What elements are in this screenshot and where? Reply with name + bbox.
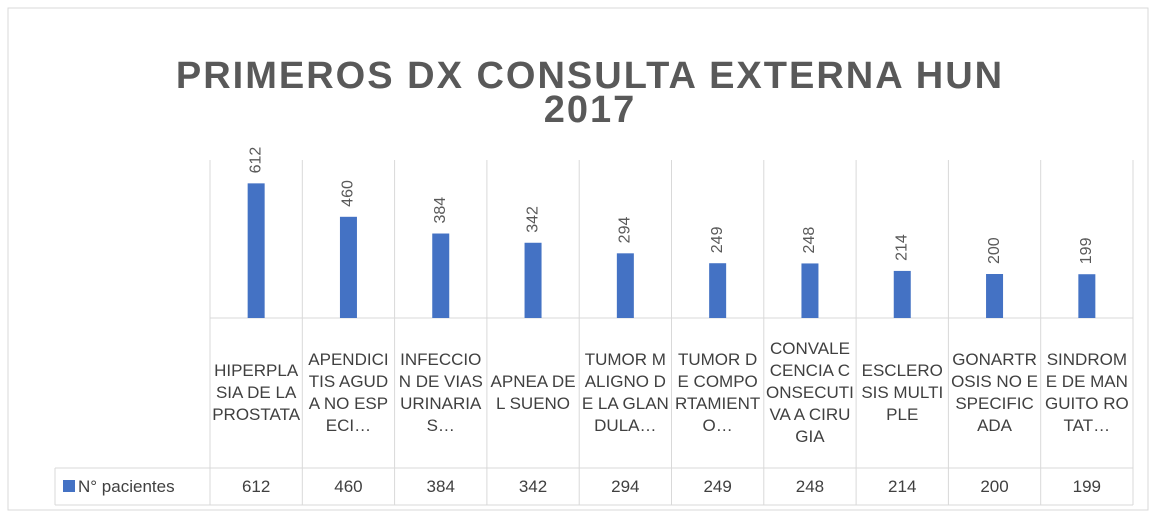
table-value: 248: [795, 476, 825, 496]
bar: [339, 216, 357, 318]
table-value: 249: [703, 476, 732, 496]
bar: [524, 242, 542, 318]
x-tick-label: CONVALECENCIA CONSECUTIVA A CIRUGIA: [766, 339, 854, 446]
x-tick-label: TUMOR DE COMPORTAMIENTO…: [674, 350, 761, 435]
data-label: 612: [247, 147, 264, 174]
chart-title: 2017: [544, 89, 637, 131]
table-value: 200: [980, 476, 1009, 496]
x-tick-label: APNEA DEL SUENO: [490, 372, 576, 413]
data-label: 248: [801, 227, 818, 254]
bar: [893, 270, 911, 318]
x-tick-label: GONARTROSIS NO ESPECIFICADA: [951, 350, 1038, 435]
data-label: 249: [709, 226, 726, 253]
table-value: 384: [426, 476, 455, 496]
legend-swatch: [63, 480, 75, 492]
legend-label: N° pacientes: [78, 476, 175, 496]
bar: [247, 183, 265, 318]
x-tick-label: SINDROME DE MANGUITO ROTAT…: [1044, 350, 1129, 435]
data-label: 200: [986, 237, 1003, 264]
x-tick-label: TUMOR MALIGNO DE LA GLANDULA…: [581, 350, 669, 435]
chart-title: PRIMEROS DX CONSULTA EXTERNA HUN: [176, 55, 1004, 97]
x-tick-label: ESCLEROSIS MULTIPLE: [861, 361, 944, 424]
table-value: 342: [518, 476, 548, 496]
table-value: 199: [1072, 476, 1102, 496]
bar: [709, 263, 727, 318]
table-value: 460: [334, 476, 363, 496]
table-value: 612: [241, 476, 271, 496]
bar: [801, 263, 819, 318]
x-tick-label: INFECCION DE VIAS URINARIAS…: [398, 350, 483, 435]
bar: [1078, 274, 1096, 318]
data-label: 342: [524, 206, 541, 233]
data-label: 384: [432, 197, 449, 224]
bar: [616, 253, 634, 318]
data-label: 460: [340, 180, 357, 207]
table-value: 294: [611, 476, 640, 496]
x-tick-label: APENDICITIS AGUDA NO ESPECI…: [308, 350, 389, 435]
data-label: 214: [893, 234, 910, 261]
bar: [432, 233, 450, 318]
x-tick-label: HIPERPLASIA DE LA PROSTATA: [212, 361, 301, 424]
data-label: 294: [617, 217, 634, 244]
table-value: 214: [888, 476, 917, 496]
data-label: 199: [1078, 237, 1095, 264]
chart-border: [7, 7, 1149, 511]
bar: [986, 274, 1004, 318]
